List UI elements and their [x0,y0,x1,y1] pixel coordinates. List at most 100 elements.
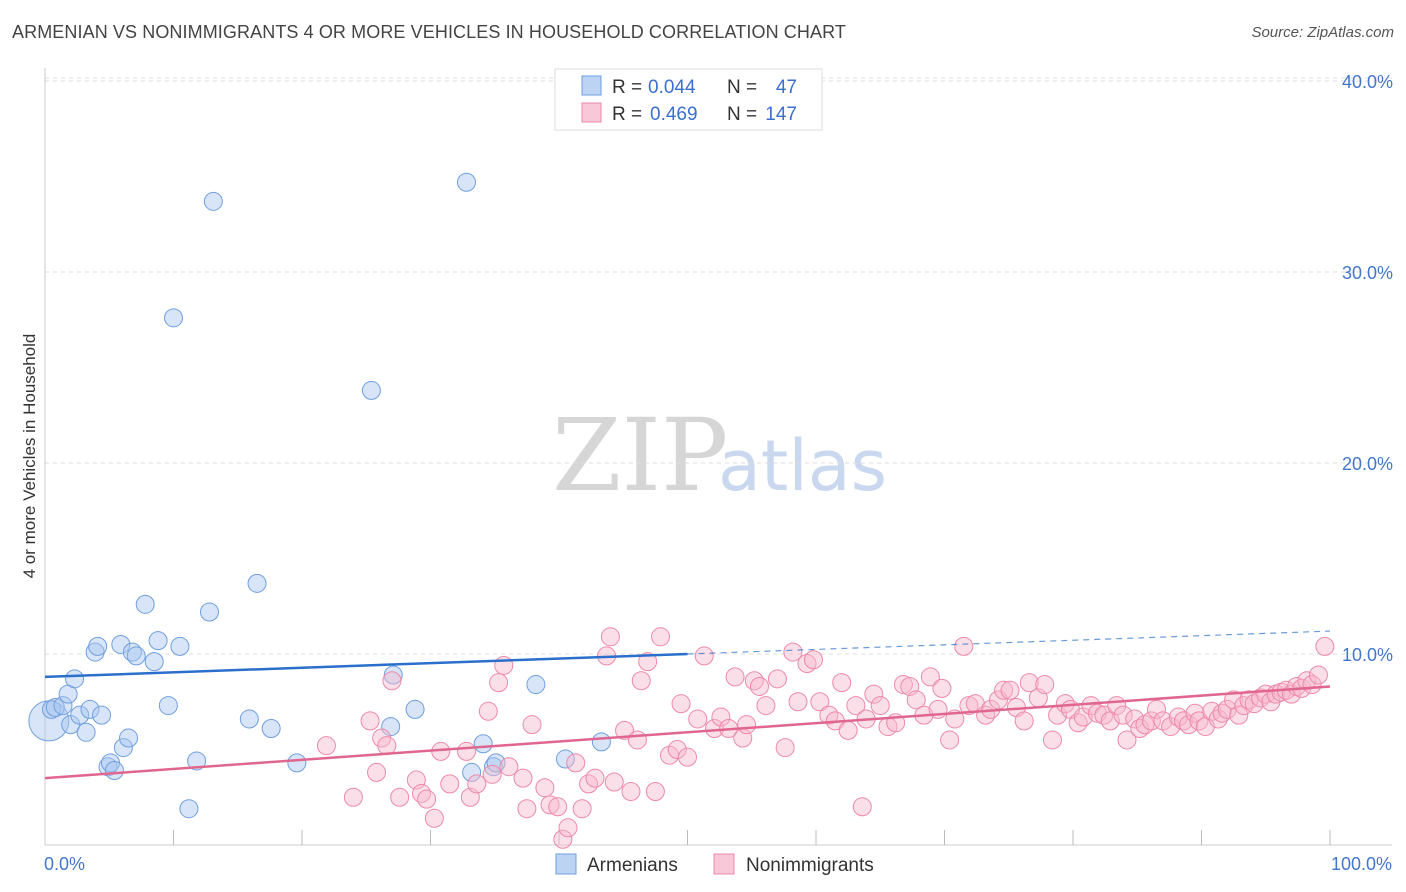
armenian-point-30 [203,191,223,211]
armenians-points [28,172,611,819]
nonimmigrant-point-16 [467,774,487,794]
nonimmigrant-point-74 [870,696,890,716]
nonimmigrant-point-0 [316,736,336,756]
armenian-point-38 [405,699,425,719]
nonimmigrant-point-29 [558,818,578,838]
nonimmigrant-point-130 [1229,705,1249,725]
armenian-point-21 [135,594,155,614]
nonimmigrant-point-110 [1113,705,1133,725]
nonimmigrant-point-27 [548,797,568,817]
nonimmigrant-point-81 [920,667,940,687]
nonimmigrant-point-79 [906,690,926,710]
nonimmigrant-point-38 [621,782,641,802]
legend-swatch-nonimmigrants [581,102,602,123]
nonimmigrant-point-28 [553,829,573,849]
nonimmigrant-point-84 [940,730,960,750]
nonimmigrant-point-69 [838,720,858,740]
armenian-point-44 [526,675,546,695]
nonimmigrant-point-98 [1035,675,1055,695]
nonimmigrant-point-14 [456,741,476,761]
nonimmigrant-point-132 [1239,690,1259,710]
nonimmigrant-point-129 [1224,690,1244,710]
legend-r-value-0: 0.044 [648,77,696,98]
nonimmigrant-point-117 [1153,711,1173,731]
nonimmigrant-point-11 [424,808,444,828]
nonimmigrant-point-61 [783,642,803,662]
nonimmigrant-point-35 [600,627,620,647]
armenian-point-9 [80,699,100,719]
armenian-point-22 [144,652,164,672]
armenian-point-37 [383,665,403,685]
armenians-trend-extension [687,630,1331,655]
armenian-point-7 [70,705,90,725]
nonimmigrant-point-105 [1081,696,1101,716]
legend-n-label-0: N = [727,77,757,98]
bottom-legend-swatch-nonimmigrants [713,853,735,875]
armenian-point-12 [92,705,112,725]
nonimmigrant-point-25 [535,778,555,798]
nonimmigrant-point-96 [1019,673,1039,693]
bottom-legend-swatch-armenians [555,853,577,875]
nonimmigrant-point-59 [767,669,787,689]
watermark-zip: ZIP [552,397,728,514]
nonimmigrant-point-39 [627,730,647,750]
nonimmigrant-point-68 [832,673,852,693]
nonimmigrant-point-53 [725,667,745,687]
watermark-atlas: atlas [718,425,887,507]
nonimmigrant-point-36 [604,772,624,792]
x-tick-label-100: 100.0% [1331,854,1392,874]
y-axis-label: 4 or more Vehicles in Household [20,334,39,579]
armenian-point-15 [104,761,124,781]
nonimmigrant-point-121 [1179,715,1199,735]
nonimmigrant-point-116 [1147,699,1167,719]
nonimmigrant-point-45 [667,740,687,759]
nonimmigrant-point-57 [749,676,769,696]
nonimmigrant-point-10 [417,789,437,809]
legend-r-label-1: R = [612,104,642,125]
nonimmigrant-point-7 [390,787,410,807]
nonimmigrant-point-40 [631,671,651,691]
nonimmigrant-point-3 [367,762,387,782]
nonimmigrant-point-70 [846,696,866,716]
nonimmigrant-point-33 [585,768,605,788]
armenian-point-23 [148,631,168,651]
nonimmigrant-point-55 [737,715,757,735]
armenian-point-34 [287,753,307,773]
trend-lines [44,630,1331,780]
nonimmigrant-point-103 [1068,713,1088,733]
nonimmigrant-point-18 [482,764,502,784]
source-label: Source: ZipAtlas.com [1251,24,1394,41]
nonimmigrant-point-23 [517,799,537,819]
armenian-point-40 [462,762,482,782]
nonimmigrant-point-87 [959,696,979,716]
nonimmigrant-point-19 [489,673,509,693]
nonimmigrant-point-58 [756,696,776,716]
nonimmigrant-point-42 [645,782,665,802]
nonimmigrant-point-48 [688,709,708,729]
armenian-point-3 [53,696,73,716]
nonimmigrants-trend-line [44,685,1331,780]
nonimmigrant-point-49 [694,646,714,666]
armenian-point-8 [76,722,96,742]
nonimmigrant-point-64 [803,650,823,670]
bottom-legend-armenians: Armenians [587,855,678,876]
y-tick-label-20: 20.0% [1342,454,1393,474]
nonimmigrant-point-146 [1315,636,1335,656]
nonimmigrant-point-115 [1141,711,1161,731]
armenian-point-31 [239,709,259,729]
nonimmigrant-point-17 [478,701,498,721]
nonimmigrant-point-13 [440,774,460,794]
nonimmigrant-point-77 [893,675,913,695]
armenian-point-45 [555,749,575,769]
armenian-point-46 [591,732,611,752]
nonimmigrant-point-112 [1125,709,1145,729]
nonimmigrant-point-30 [566,753,586,773]
armenian-point-41 [473,734,493,754]
nonimmigrant-point-24 [522,715,542,735]
nonimmigrant-point-46 [671,694,691,714]
bottom-legend-nonimmigrants: Nonimmigrants [746,855,874,876]
armenian-point-25 [164,308,183,328]
legend-n-label-1: N = [727,104,757,125]
legend: R = 0.044 N = 47 R = 0.469 N = 147 [554,68,823,131]
